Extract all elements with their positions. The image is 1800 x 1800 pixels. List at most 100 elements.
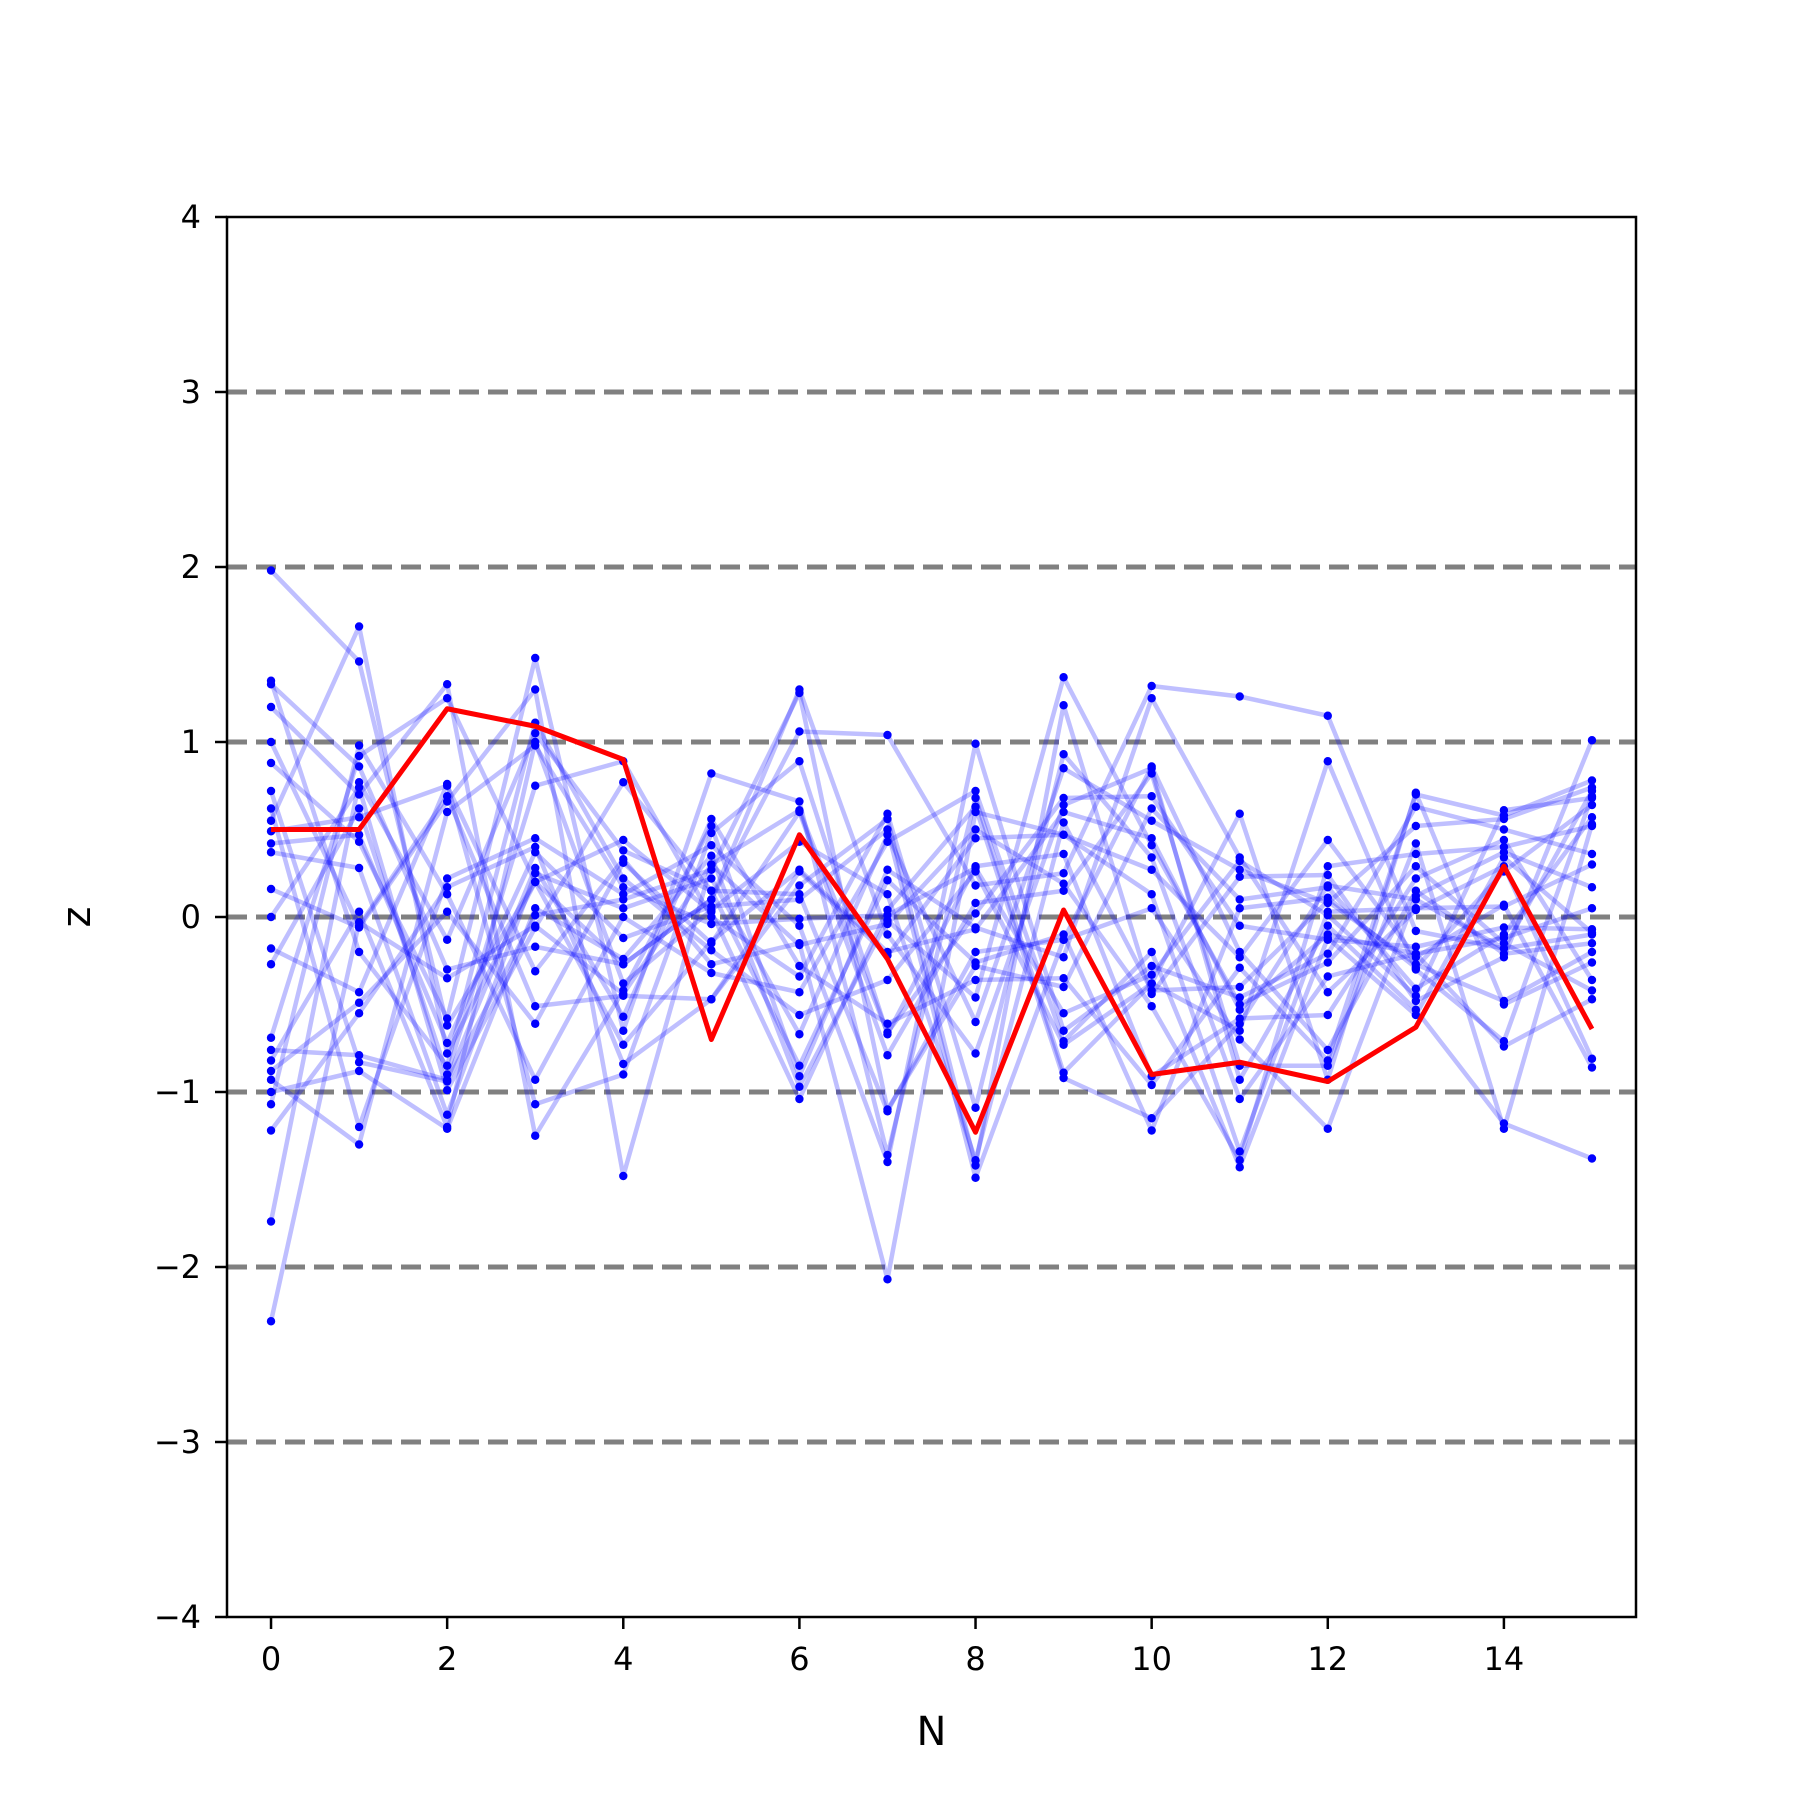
data-point bbox=[1059, 935, 1068, 944]
y-tick-label: −1 bbox=[154, 1073, 201, 1111]
background-series-line bbox=[269, 703, 1595, 1168]
background-series-line bbox=[270, 766, 1593, 1117]
data-point bbox=[266, 1033, 276, 1042]
data-point bbox=[707, 968, 716, 978]
background-series-group bbox=[268, 568, 1595, 1322]
data-point bbox=[1235, 1156, 1244, 1165]
data-point bbox=[795, 688, 804, 698]
data-point bbox=[707, 907, 716, 916]
data-point bbox=[1059, 886, 1068, 895]
data-point bbox=[619, 858, 628, 867]
data-point bbox=[1323, 835, 1332, 845]
data-point bbox=[442, 1124, 452, 1133]
x-tick-label: 6 bbox=[789, 1640, 809, 1678]
data-point bbox=[1059, 764, 1068, 773]
data-point bbox=[619, 778, 628, 787]
data-point bbox=[1587, 995, 1597, 1004]
background-series-line bbox=[268, 696, 1594, 1049]
data-point bbox=[795, 727, 804, 736]
data-point bbox=[1587, 1063, 1597, 1072]
data-point bbox=[1323, 862, 1332, 871]
highlight-series-line bbox=[271, 706, 1595, 1135]
y-tick-label: 1 bbox=[181, 723, 201, 761]
data-point bbox=[619, 1059, 628, 1069]
data-point bbox=[883, 1275, 892, 1284]
data-point bbox=[1147, 961, 1156, 971]
data-point bbox=[707, 960, 716, 969]
data-point bbox=[1147, 834, 1156, 843]
data-point bbox=[1323, 1061, 1332, 1070]
data-point bbox=[1235, 1000, 1244, 1009]
data-point bbox=[795, 1030, 804, 1039]
data-point bbox=[1587, 786, 1597, 796]
data-point bbox=[971, 739, 980, 748]
data-point bbox=[883, 1051, 892, 1060]
data-point bbox=[354, 1009, 364, 1018]
data-point bbox=[266, 786, 276, 796]
background-series-line bbox=[268, 731, 1593, 1222]
data-point bbox=[1323, 870, 1332, 880]
background-series-line bbox=[270, 687, 1593, 1179]
data-point bbox=[354, 741, 364, 750]
data-point bbox=[1587, 776, 1597, 785]
data-point bbox=[531, 781, 540, 790]
data-point bbox=[795, 867, 804, 876]
data-point bbox=[619, 912, 628, 922]
data-point bbox=[442, 1021, 452, 1030]
data-point bbox=[1499, 835, 1509, 845]
data-point bbox=[1235, 1019, 1244, 1028]
data-point bbox=[1499, 848, 1509, 857]
reference-lines bbox=[227, 389, 1636, 1445]
data-point bbox=[707, 841, 716, 850]
data-point bbox=[1587, 958, 1597, 967]
data-point bbox=[1147, 769, 1156, 778]
data-point bbox=[971, 786, 980, 796]
data-point bbox=[883, 930, 892, 939]
data-point bbox=[1411, 953, 1421, 962]
data-point bbox=[619, 954, 628, 964]
data-point bbox=[1059, 800, 1068, 810]
data-point bbox=[971, 834, 980, 843]
data-point bbox=[266, 1087, 276, 1097]
data-point bbox=[354, 762, 364, 771]
data-point bbox=[1235, 904, 1244, 913]
data-point bbox=[1235, 865, 1244, 874]
data-point bbox=[707, 814, 716, 824]
data-point bbox=[707, 769, 716, 778]
data-point bbox=[707, 851, 716, 860]
data-point bbox=[354, 998, 364, 1007]
data-point bbox=[266, 839, 276, 848]
data-point bbox=[1587, 975, 1597, 985]
data-point bbox=[1235, 872, 1244, 881]
data-point bbox=[1147, 681, 1156, 691]
data-point bbox=[531, 911, 540, 920]
data-point bbox=[795, 806, 804, 815]
x-tick-label: 4 bbox=[613, 1640, 633, 1678]
data-point bbox=[971, 958, 980, 967]
data-point bbox=[971, 881, 980, 890]
data-point bbox=[795, 797, 804, 806]
data-point bbox=[1059, 673, 1068, 682]
data-point bbox=[266, 702, 276, 712]
data-point bbox=[1499, 825, 1509, 834]
data-point bbox=[531, 942, 540, 951]
data-point bbox=[1235, 692, 1244, 701]
data-point bbox=[354, 947, 364, 957]
data-point bbox=[883, 1028, 892, 1037]
data-point bbox=[1059, 830, 1068, 839]
data-point bbox=[531, 741, 540, 750]
x-axis-ticks: 0 2 4 6 8 10 12 14 bbox=[261, 1617, 1524, 1678]
data-point bbox=[1323, 949, 1332, 958]
data-point bbox=[442, 807, 452, 817]
data-point bbox=[1235, 856, 1244, 866]
data-point bbox=[1147, 762, 1156, 771]
data-point bbox=[795, 881, 804, 890]
background-series-line bbox=[270, 675, 1594, 1131]
data-point bbox=[1411, 942, 1421, 951]
data-point bbox=[1587, 813, 1597, 822]
data-point bbox=[531, 1100, 540, 1109]
data-point bbox=[1411, 1010, 1421, 1020]
data-point bbox=[883, 1150, 892, 1160]
data-point bbox=[1059, 750, 1068, 759]
